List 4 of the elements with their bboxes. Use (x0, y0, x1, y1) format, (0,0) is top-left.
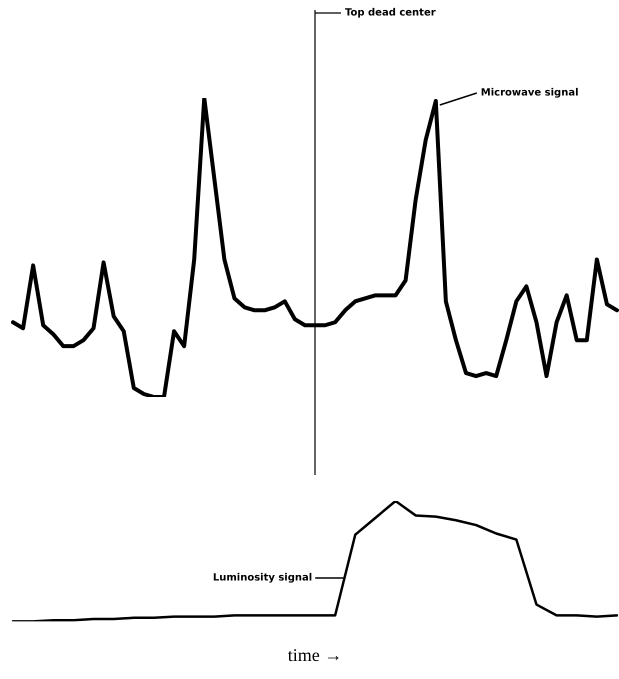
text: Top dead center (345, 8, 436, 19)
x-axis-title: time → (288, 644, 342, 665)
legend-label: Microwave signal (480, 88, 579, 99)
legend-label: Luminosity signal (212, 572, 312, 584)
